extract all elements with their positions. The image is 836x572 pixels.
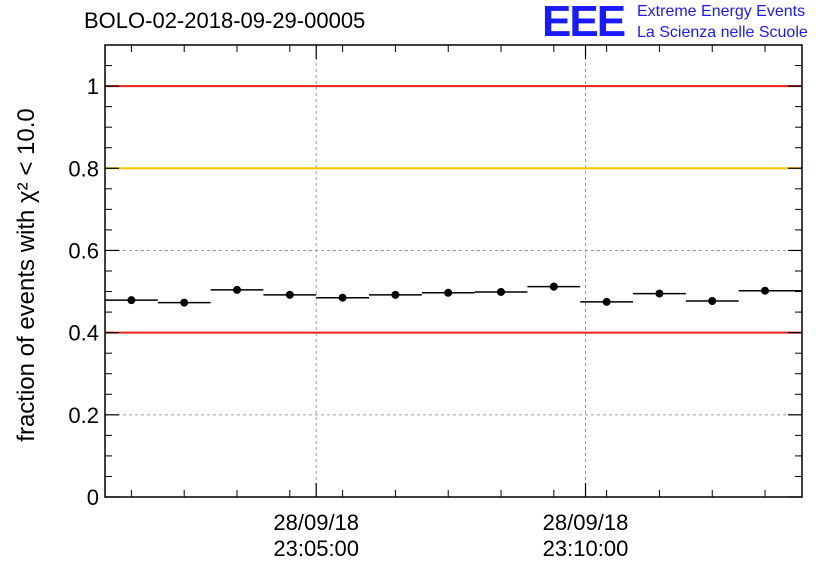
data-point [708, 296, 717, 305]
y-tick-label: 0.4 [68, 321, 99, 346]
plot-frame [104, 44, 803, 498]
y-tick-label: 1 [87, 74, 99, 99]
data-point [655, 289, 664, 298]
y-tick-label: 0.8 [68, 156, 99, 181]
data-point [444, 288, 453, 297]
data-point [497, 287, 506, 296]
logo-text-line2: La Scienza nelle Scuole [637, 24, 808, 41]
data-point [127, 296, 136, 305]
data-point [761, 286, 770, 295]
logo-text-line1: Extreme Energy Events [637, 3, 806, 20]
chart-title: BOLO-02-2018-09-29-00005 [84, 8, 366, 33]
x-tick-label-date: 28/09/18 [273, 510, 359, 535]
data-point [549, 282, 558, 291]
data-point [391, 290, 400, 299]
y-tick-label: 0 [87, 485, 99, 510]
y-tick-label: 0.6 [68, 238, 99, 263]
data-point [338, 293, 347, 302]
x-tick-label-time: 23:10:00 [543, 536, 629, 561]
data-point [180, 298, 189, 307]
y-tick-label: 0.2 [68, 403, 99, 428]
x-tick-label-date: 28/09/18 [543, 510, 629, 535]
x-tick-label-time: 23:05:00 [273, 536, 359, 561]
data-point [285, 290, 294, 299]
eee-logo: EEE [542, 0, 626, 46]
data-point [233, 285, 242, 294]
data-point [602, 297, 611, 306]
y-axis-label: fraction of events with χ² < 10.0 [13, 108, 40, 441]
